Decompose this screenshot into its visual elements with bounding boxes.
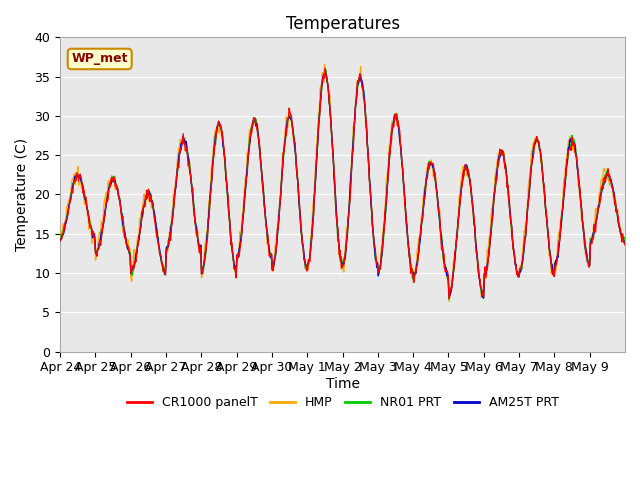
Y-axis label: Temperature (C): Temperature (C) bbox=[15, 138, 29, 251]
Title: Temperatures: Temperatures bbox=[285, 15, 399, 33]
Text: WP_met: WP_met bbox=[72, 52, 128, 65]
X-axis label: Time: Time bbox=[326, 377, 360, 391]
Legend: CR1000 panelT, HMP, NR01 PRT, AM25T PRT: CR1000 panelT, HMP, NR01 PRT, AM25T PRT bbox=[122, 391, 564, 414]
